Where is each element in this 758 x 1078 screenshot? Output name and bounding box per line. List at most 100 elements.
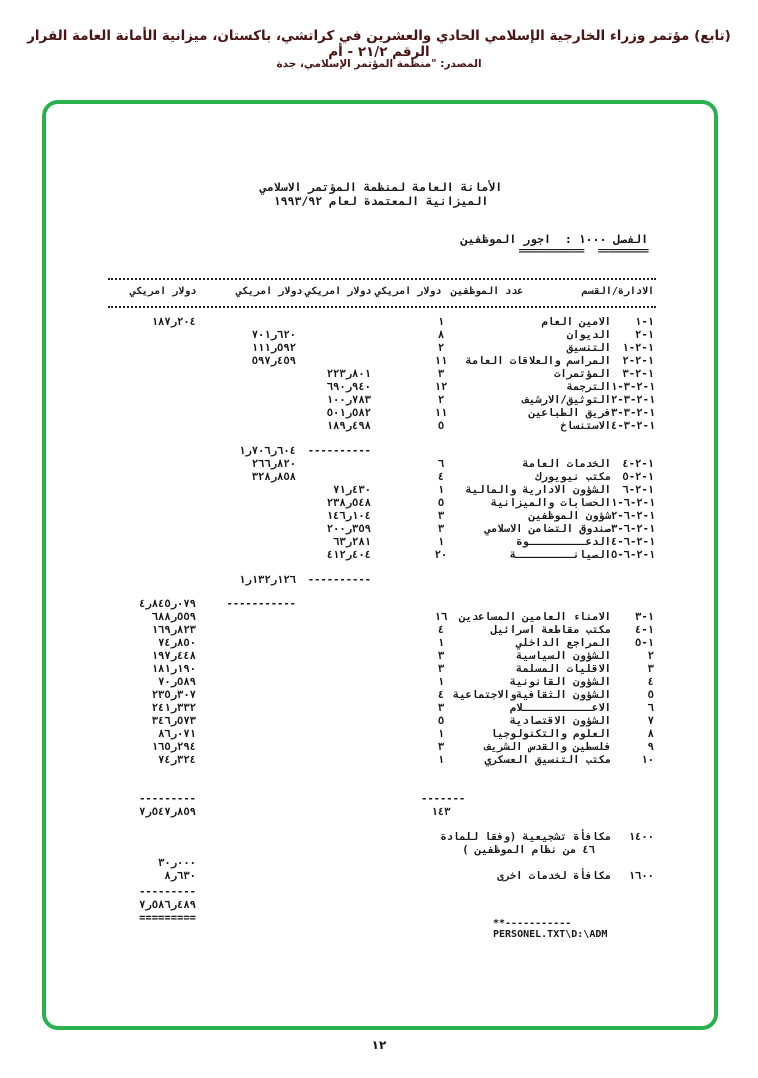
amount-cell-col3 (298, 650, 373, 663)
chapter-underline-2: ============= (518, 246, 585, 257)
page-header-source: المصدر: "منظمة المؤتمر الإسلامي، جدة (276, 58, 482, 70)
code-cell: ٤-٦-٢-١ (611, 536, 656, 548)
code-cell: ٥-٢-١ (622, 471, 654, 483)
amount-cell-col2 (198, 611, 298, 624)
table-row: ٤ر٨٤٥ر٠٧٩ ----------- (108, 598, 656, 611)
amount-cell-col1 (108, 368, 198, 381)
scan-border-box: الأمانة العامة لمنظمة المؤتمر الاسلامي ا… (42, 100, 718, 1030)
department-name-cell: المراجع الداخلي (516, 637, 611, 649)
staff-count-cell (421, 574, 461, 587)
amount-cell-col1 (108, 381, 198, 394)
staff-count-cell: ٢٠ (434, 549, 448, 561)
department-name-cell: صندوق التضامن الاسلامي (484, 523, 611, 535)
department-name-cell (461, 445, 611, 458)
code-cell: ١٦٠٠ (628, 870, 654, 882)
amount-cell-col2: ١ر١٣٢ر١٢٦ (239, 574, 296, 586)
amount-cell-col4 (373, 741, 421, 754)
amount-cell-col1: ٦٨٨ر٥٥٩ (151, 611, 196, 623)
amount-cell-col2 (198, 650, 298, 663)
amount-cell-col2 (198, 497, 298, 510)
amount-cell-col1 (108, 458, 198, 471)
amount-cell-col4 (373, 728, 421, 741)
amount-cell-col2 (198, 741, 298, 754)
code-cell: ٤-١ (635, 624, 654, 636)
code-cell (611, 793, 656, 806)
document-title: الأمانة العامة لمنظمة المؤتمر الاسلامي ا… (216, 180, 546, 208)
code-cell: ١-٢-١ (622, 342, 654, 354)
amount-cell-col3 (298, 754, 373, 767)
department-name-cell: الاقليات المسلمة (516, 663, 611, 675)
code-cell: ٢-١ (635, 329, 654, 341)
amount-cell-col2: ٧٠١ر٦٢٠ (251, 329, 296, 341)
code-cell: ٢-٢-١ (622, 355, 654, 367)
amount-cell-col1 (108, 510, 198, 523)
code-cell: ١-١ (635, 316, 654, 328)
department-name-cell: الشؤون الاقتصادية (509, 715, 611, 727)
amount-cell-col1 (108, 831, 198, 844)
staff-count-cell: ٤ (437, 471, 445, 483)
amount-cell-col4 (373, 663, 421, 676)
department-name-cell (461, 574, 611, 587)
department-name-cell: الدعـــــــــوة (516, 536, 611, 548)
department-name-cell (461, 886, 611, 899)
staff-count-cell: ٣ (437, 702, 445, 714)
amount-cell-col4 (373, 355, 421, 368)
amount-cell-col2 (198, 844, 298, 857)
amount-cell-col2: ٥٩٧ر٤٥٩ (251, 355, 296, 367)
department-name-cell (461, 857, 611, 870)
chapter-title: اجور الموظفين (460, 232, 551, 246)
code-cell: ٣-٢-١ (622, 368, 654, 380)
department-name-cell: المراسم والعلاقات العامة (465, 355, 611, 367)
amount-cell-col3 (298, 355, 373, 368)
amount-cell-col1: ٣٤٦ر٥٧٣ (151, 715, 196, 727)
table-row: ٤١٢ر٤٠٤ ٢٠ الصيانـــــــــة ٥-٦-٢-١ (108, 549, 656, 562)
col-header-dollar-3: دولار امريكي (305, 286, 372, 297)
amount-cell-col4 (373, 471, 421, 484)
col-header-department: الادارة/القسم (581, 286, 654, 297)
department-name-cell: ٤٦ من نظام الموظفين ) (462, 844, 595, 856)
amount-cell-col3 (298, 329, 373, 342)
amount-cell-col4 (373, 342, 421, 355)
table-header-row: دولار امريكي دولار امريكي دولار امريكي د… (108, 284, 656, 304)
code-cell: ٣ (647, 663, 654, 675)
code-cell (611, 806, 656, 819)
amount-cell-col1: ٨ر٦٣٠ (164, 870, 196, 882)
amount-cell-col4 (373, 510, 421, 523)
amount-cell-col4 (373, 407, 421, 420)
amount-cell-col2 (198, 899, 298, 912)
amount-cell-col1 (108, 342, 198, 355)
code-cell: ٨ (647, 728, 654, 740)
amount-cell-col4 (373, 702, 421, 715)
amount-cell-col4 (373, 754, 421, 767)
amount-cell-col1: ١٦٥ر٢٩٤ (151, 741, 196, 753)
staff-count-cell: ١١ (434, 407, 448, 419)
table-row: ١ر٧٠٦ر٦٠٤ ---------- (108, 445, 656, 458)
code-cell: ١٠ (641, 754, 654, 766)
code-cell: ١-٣-٢-١ (611, 381, 656, 393)
budget-title-text: الميزانية المعتمدة لعام (329, 194, 489, 208)
budget-table-rows: ١٨٧ر٢٠٤ ١ الامين العام ١-١ ٧٠١ر٦٢٠ ٨ الديوان ٢-… (108, 316, 656, 925)
amount-cell-col3: ---------- (307, 574, 371, 586)
amount-cell-col4 (373, 611, 421, 624)
budget-table: دولار امريكي دولار امريكي دولار امريكي د… (108, 276, 656, 925)
code-cell (611, 886, 656, 899)
department-name-cell: مكافأة لخدمات اخرى (497, 870, 611, 882)
table-row: ٧٤ر٣٢٤ ١ مكتب التنسيق العسكري ١٠ (108, 754, 656, 767)
table-row: ٧ر٥٤٧ر٨٥٩ ١٤٣ (108, 806, 656, 819)
amount-cell-col3 (298, 598, 373, 611)
table-spacer (108, 819, 656, 831)
department-name-cell: مكافأة تشجيعية (وفقا للمادة (440, 831, 611, 843)
table-row: ١٤٦ر١٠٤ ٣ شؤون الموظفين ٢-٦-٢-١ (108, 510, 656, 523)
table-row: ٨ر٦٣٠ مكافأة لخدمات اخرى ١٦٠٠ (108, 870, 656, 883)
amount-cell-col1 (108, 471, 198, 484)
amount-cell-col1: ٤ر٨٤٥ر٠٧٩ (139, 598, 196, 610)
chapter-underline-1: ========== (597, 246, 649, 257)
staff-count-cell: ١١ (434, 355, 448, 367)
table-row: ٧١ر٤٣٠ ١ الشؤون الادارية والمالية ٦-٢-١ (108, 484, 656, 497)
amount-cell-col2 (198, 368, 298, 381)
table-row: ١٨٧ر٢٠٤ ١ الامين العام ١-١ (108, 316, 656, 329)
staff-count-cell: ١٢ (434, 381, 448, 393)
amount-cell-col2 (198, 536, 298, 549)
amount-cell-col1: ١٩٧ر٤٤٨ (151, 650, 196, 662)
amount-cell-col1: --------- (139, 793, 196, 805)
